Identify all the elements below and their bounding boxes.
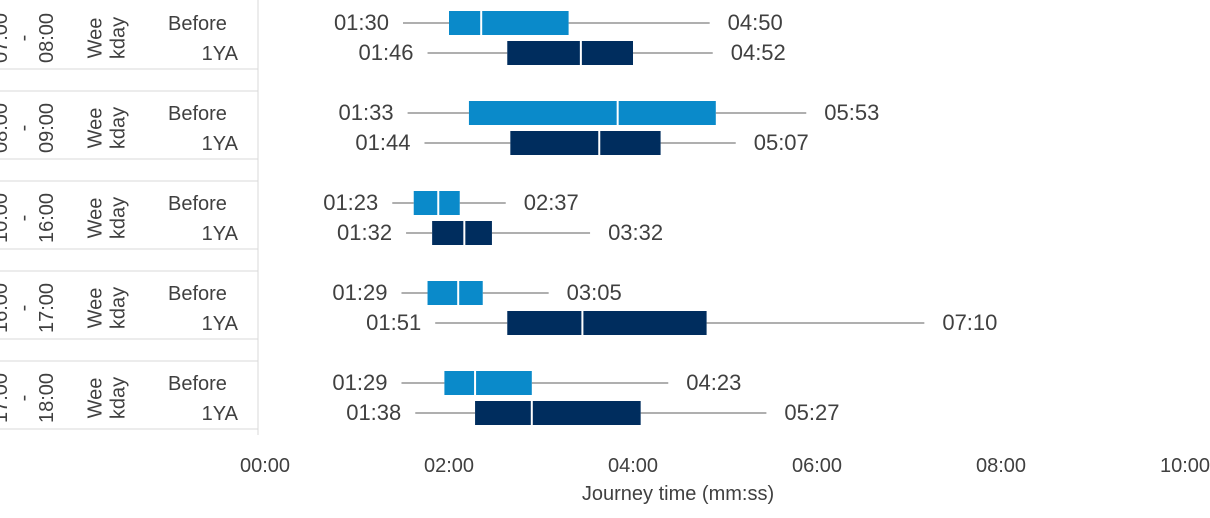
- x-axis: Journey time (mm:ss) 00:00 02:00 04:00 06:0…: [240, 455, 1210, 505]
- min-label: 01:51: [366, 310, 421, 335]
- min-label: 01:33: [339, 100, 394, 125]
- max-label: 04:52: [731, 40, 786, 65]
- x-tick-label: 10:00: [1160, 455, 1210, 477]
- group-time-label: 16:00-17:00: [0, 283, 58, 333]
- min-label: 01:30: [334, 10, 389, 35]
- group-time-label-line: 18:00: [36, 373, 58, 423]
- group-time-label: 07:00-08:00: [0, 13, 58, 63]
- row-name-label: 1YA: [202, 403, 239, 425]
- x-axis-title: Journey time (mm:ss): [582, 483, 774, 505]
- max-label: 02:37: [524, 190, 579, 215]
- max-label: 07:10: [942, 310, 997, 335]
- x-tick-label: 00:00: [240, 455, 290, 477]
- box-plots: 01:30 04:50 01:46 04:52 01:33 05:53 01:44 05:07…: [323, 10, 997, 425]
- group-time-label-line: 08:00: [36, 13, 58, 63]
- box-1ya: [475, 401, 641, 425]
- box-1ya: [507, 41, 633, 65]
- group-time-label-line: 17:00: [36, 283, 58, 333]
- max-label: 03:32: [608, 220, 663, 245]
- group-time-label: 08:00-09:00: [0, 103, 58, 153]
- group-day-label-line: kday: [108, 287, 130, 329]
- box-before: [427, 281, 483, 305]
- max-label: 05:53: [824, 100, 879, 125]
- group-time-label-line: 07:00: [0, 13, 12, 63]
- group-time-label-line: 17:00: [0, 373, 12, 423]
- box-before: [468, 101, 716, 125]
- row-name-label: 1YA: [202, 313, 239, 335]
- group-day-label-line: kday: [108, 107, 130, 149]
- box-1ya: [507, 311, 707, 335]
- group-time-label-line: -: [13, 215, 35, 222]
- group-time-label: 10:00-16:00: [0, 193, 58, 243]
- row-name-label: Before: [168, 103, 227, 125]
- min-label: 01:23: [323, 190, 378, 215]
- row-name-label: Before: [168, 373, 227, 395]
- group-day-label-line: Wee: [85, 378, 107, 419]
- group-time-label-line: 16:00: [0, 283, 12, 333]
- group-day-label-line: Wee: [85, 198, 107, 239]
- group-time-label-line: -: [13, 35, 35, 42]
- group-time-label-line: 16:00: [36, 193, 58, 243]
- group-day-label: Weekday: [85, 377, 130, 419]
- group-time-label-line: -: [13, 125, 35, 132]
- min-label: 01:29: [332, 370, 387, 395]
- min-label: 01:29: [332, 280, 387, 305]
- row-name-label: Before: [168, 193, 227, 215]
- x-tick-label: 06:00: [792, 455, 842, 477]
- row-name-label: 1YA: [202, 133, 239, 155]
- group-time-label-line: 09:00: [36, 103, 58, 153]
- row-name-label: Before: [168, 283, 227, 305]
- row-name-label: Before: [168, 13, 227, 35]
- group-day-label: Weekday: [85, 287, 130, 329]
- box-before: [449, 11, 569, 35]
- group-day-label-line: kday: [108, 17, 130, 59]
- group-day-label: Weekday: [85, 197, 130, 239]
- max-label: 04:23: [686, 370, 741, 395]
- max-label: 04:50: [728, 10, 783, 35]
- row-name-label: 1YA: [202, 43, 239, 65]
- group-day-label-line: kday: [108, 197, 130, 239]
- group-time-label: 17:00-18:00: [0, 373, 58, 423]
- x-tick-label: 04:00: [608, 455, 658, 477]
- box-1ya: [510, 131, 661, 155]
- group-day-label-line: kday: [108, 377, 130, 419]
- group-time-label-line: -: [13, 395, 35, 402]
- box-before: [413, 191, 460, 215]
- min-label: 01:44: [355, 130, 410, 155]
- min-label: 01:32: [337, 220, 392, 245]
- max-label: 05:27: [784, 400, 839, 425]
- row-separators: [0, 0, 259, 435]
- box-1ya: [432, 221, 492, 245]
- max-label: 05:07: [754, 130, 809, 155]
- min-label: 01:46: [358, 40, 413, 65]
- group-time-label-line: 08:00: [0, 103, 12, 153]
- x-tick-label: 02:00: [424, 455, 474, 477]
- min-label: 01:38: [346, 400, 401, 425]
- group-day-label-line: Wee: [85, 18, 107, 59]
- group-time-label-line: -: [13, 305, 35, 312]
- row-name-label: 1YA: [202, 223, 239, 245]
- x-tick-label: 08:00: [976, 455, 1026, 477]
- group-time-label-line: 10:00: [0, 193, 12, 243]
- group-day-label-line: Wee: [85, 288, 107, 329]
- group-day-label: Weekday: [85, 17, 130, 59]
- box-before: [444, 371, 532, 395]
- max-label: 03:05: [567, 280, 622, 305]
- group-day-label-line: Wee: [85, 108, 107, 149]
- group-day-label: Weekday: [85, 107, 130, 149]
